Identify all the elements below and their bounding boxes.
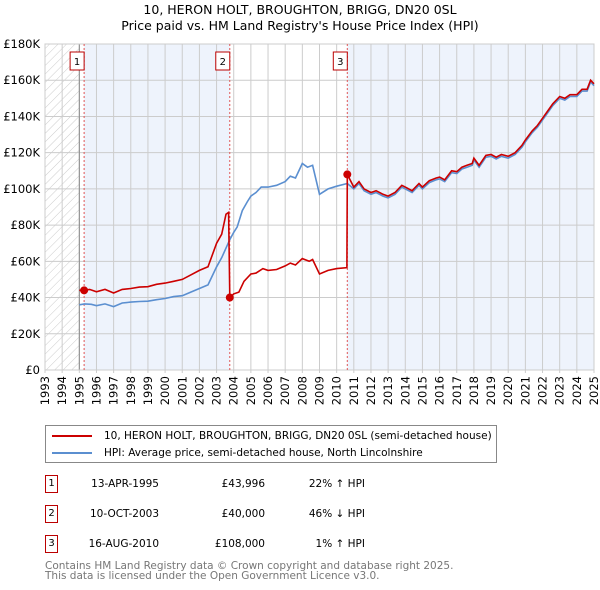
x-tick-label: 2023 — [553, 376, 567, 405]
x-tick-label: 1996 — [89, 376, 103, 405]
legend-item-property: 10, HERON HOLT, BROUGHTON, BRIGG, DN20 0… — [52, 428, 492, 444]
x-tick-label: 2015 — [415, 376, 429, 405]
x-tick-label: 2018 — [467, 376, 481, 405]
chart-subtitle: Price paid vs. HM Land Registry's House … — [121, 18, 479, 33]
y-tick-label: £120K — [3, 146, 40, 160]
sale-marker-box — [215, 51, 231, 71]
y-tick-label: £160K — [3, 73, 40, 87]
sale-marker-box — [69, 51, 85, 71]
x-tick-label: 1993 — [38, 376, 52, 405]
y-tick-label: £140K — [3, 109, 40, 123]
sale-price: £43,996 — [221, 478, 265, 490]
sale-marker-label: 3 — [337, 57, 343, 68]
x-tick-label: 1994 — [55, 376, 69, 405]
sale-number: 1 — [45, 475, 58, 493]
x-tick-label: 2024 — [570, 376, 584, 405]
y-tick-label: £180K — [3, 37, 40, 51]
x-tick-label: 2016 — [433, 376, 447, 405]
sale-point — [80, 286, 89, 295]
y-tick-label: £0 — [25, 363, 40, 377]
sale-row: 2 10-OCT-2003 £40,000 46% ↓ HPI — [45, 505, 465, 525]
shaded-period — [347, 44, 594, 370]
footer-licence: This data is licensed under the Open Gov… — [45, 570, 380, 582]
y-tick-label: £40K — [11, 291, 41, 305]
x-tick-label: 1995 — [72, 376, 86, 405]
sale-marker-label: 2 — [220, 57, 226, 68]
x-tick-label: 2021 — [518, 376, 532, 405]
x-tick-label: 2009 — [313, 376, 327, 405]
sale-number: 2 — [45, 505, 58, 523]
price-chart: 1993 1994 1995 1996 1997 1998 1999 2000 2001 2002… — [3, 37, 600, 405]
x-tick-label: 2002 — [192, 376, 206, 405]
x-tick-label: 2010 — [330, 376, 344, 405]
sale-hpi-diff: 1% ↑ HPI — [315, 538, 365, 550]
sale-hpi-diff: 46% ↓ HPI — [308, 508, 365, 520]
sale-price: £108,000 — [214, 538, 265, 550]
sale-number: 3 — [45, 535, 58, 553]
x-tick-label: 2005 — [244, 376, 258, 405]
legend-label-property: 10, HERON HOLT, BROUGHTON, BRIGG, DN20 0… — [104, 430, 492, 442]
sale-price: £40,000 — [221, 508, 265, 520]
shaded-period — [84, 44, 230, 370]
sale-marker-box — [332, 51, 348, 71]
series-line — [79, 78, 595, 300]
x-tick-label: 2003 — [210, 376, 224, 405]
sale-date: 13-APR-1995 — [91, 478, 159, 490]
sale-date: 16-AUG-2010 — [88, 538, 159, 550]
legend-line-red — [52, 435, 92, 437]
sale-hpi-diff: 22% ↑ HPI — [308, 478, 365, 490]
legend-label-hpi: HPI: Average price, semi-detached house,… — [104, 447, 423, 459]
x-tick-label: 2020 — [501, 376, 515, 405]
x-tick-label: 2022 — [536, 376, 550, 405]
legend-line-blue — [52, 452, 92, 454]
x-tick-label: 2013 — [381, 376, 395, 405]
plot-border — [44, 43, 595, 371]
x-tick-label: 2008 — [295, 376, 309, 405]
x-tick-label: 2014 — [398, 376, 412, 405]
x-tick-label: 1997 — [107, 376, 121, 405]
sale-point — [343, 170, 352, 179]
footer-copyright: Contains HM Land Registry data © Crown c… — [45, 560, 454, 572]
x-tick-label: 2006 — [261, 376, 275, 405]
x-tick-label: 1998 — [124, 376, 138, 405]
y-tick-label: £80K — [11, 218, 41, 232]
x-tick-label: 2019 — [484, 376, 498, 405]
x-tick-label: 2025 — [587, 376, 600, 405]
y-tick-label: £60K — [11, 254, 41, 268]
y-tick-label: £100K — [3, 182, 40, 196]
x-tick-label: 2004 — [227, 376, 241, 405]
sale-row: 1 13-APR-1995 £43,996 22% ↑ HPI — [45, 475, 465, 495]
x-tick-label: 2012 — [364, 376, 378, 405]
x-tick-label: 2007 — [278, 376, 292, 405]
x-tick-label: 2000 — [158, 376, 172, 405]
x-tick-label: 2011 — [347, 376, 361, 405]
footer: Contains HM Land Registry data © Crown c… — [45, 560, 454, 582]
sale-marker-label: 1 — [74, 57, 80, 68]
legend-item-hpi: HPI: Average price, semi-detached house,… — [52, 445, 423, 461]
sale-row: 3 16-AUG-2010 £108,000 1% ↑ HPI — [45, 535, 465, 555]
sale-date: 10-OCT-2003 — [90, 508, 159, 520]
x-tick-label: 2017 — [450, 376, 464, 405]
x-tick-label: 1999 — [141, 376, 155, 405]
legend: 10, HERON HOLT, BROUGHTON, BRIGG, DN20 0… — [45, 425, 497, 463]
y-tick-label: £20K — [11, 327, 41, 341]
chart-title: 10, HERON HOLT, BROUGHTON, BRIGG, DN20 0… — [143, 2, 457, 17]
sale-point — [225, 293, 234, 302]
x-tick-label: 2001 — [175, 376, 189, 405]
series-line — [79, 80, 595, 308]
